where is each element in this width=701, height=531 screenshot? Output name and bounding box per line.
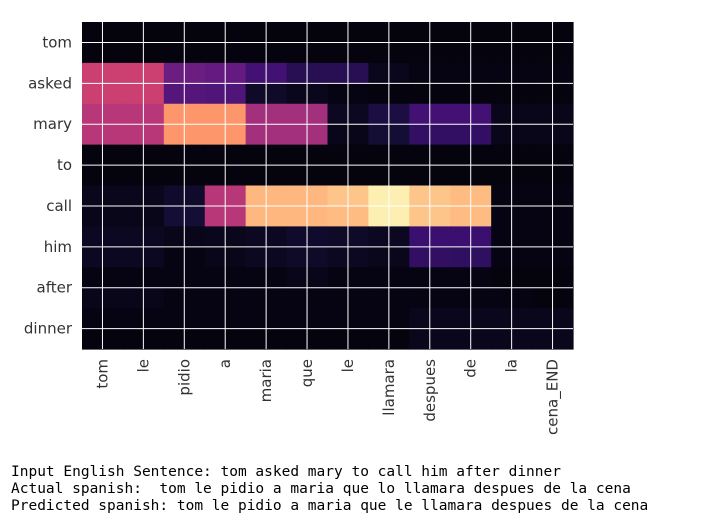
- x-tick-label: pidio: [175, 359, 193, 396]
- y-tick-label: tom: [42, 33, 72, 51]
- x-tick-label: la: [503, 359, 521, 372]
- y-axis-tick-labels: tom asked mary to call him after dinner: [24, 33, 73, 337]
- input-sentence-line: Input English Sentence: tom asked mary t…: [11, 464, 561, 480]
- x-axis-tick-labels: tom le pidio a maria que le llamara despues de la c…: [93, 359, 562, 435]
- actual-translation-line: Actual spanish: tom le pidio a maria que…: [11, 481, 631, 497]
- y-tick-label: dinner: [24, 320, 73, 338]
- predicted-translation-line: Predicted spanish: tom le pidio a maria …: [11, 498, 649, 514]
- x-tick-label: llamara: [380, 359, 398, 416]
- x-tick-label: le: [339, 359, 357, 372]
- heatmap-cells: [82, 22, 574, 350]
- x-tick-label: le: [134, 359, 152, 372]
- heatmap-gridlines: [82, 22, 573, 349]
- attention-heatmap: tom asked mary to call him after dinner tom le pi…: [24, 22, 574, 435]
- x-tick-label: de: [462, 359, 480, 378]
- x-tick-label: a: [216, 359, 234, 368]
- x-tick-label: que: [298, 359, 316, 387]
- x-tick-label: despues: [421, 359, 439, 422]
- x-tick-label: tom: [93, 359, 111, 389]
- y-tick-label: asked: [28, 74, 72, 92]
- y-tick-label: call: [46, 197, 72, 215]
- y-tick-label: mary: [33, 115, 72, 133]
- y-tick-label: him: [44, 238, 72, 256]
- x-tick-label: cena_END: [544, 359, 563, 435]
- x-tick-label: maria: [257, 359, 275, 402]
- y-tick-label: after: [37, 279, 73, 297]
- y-tick-label: to: [57, 156, 72, 174]
